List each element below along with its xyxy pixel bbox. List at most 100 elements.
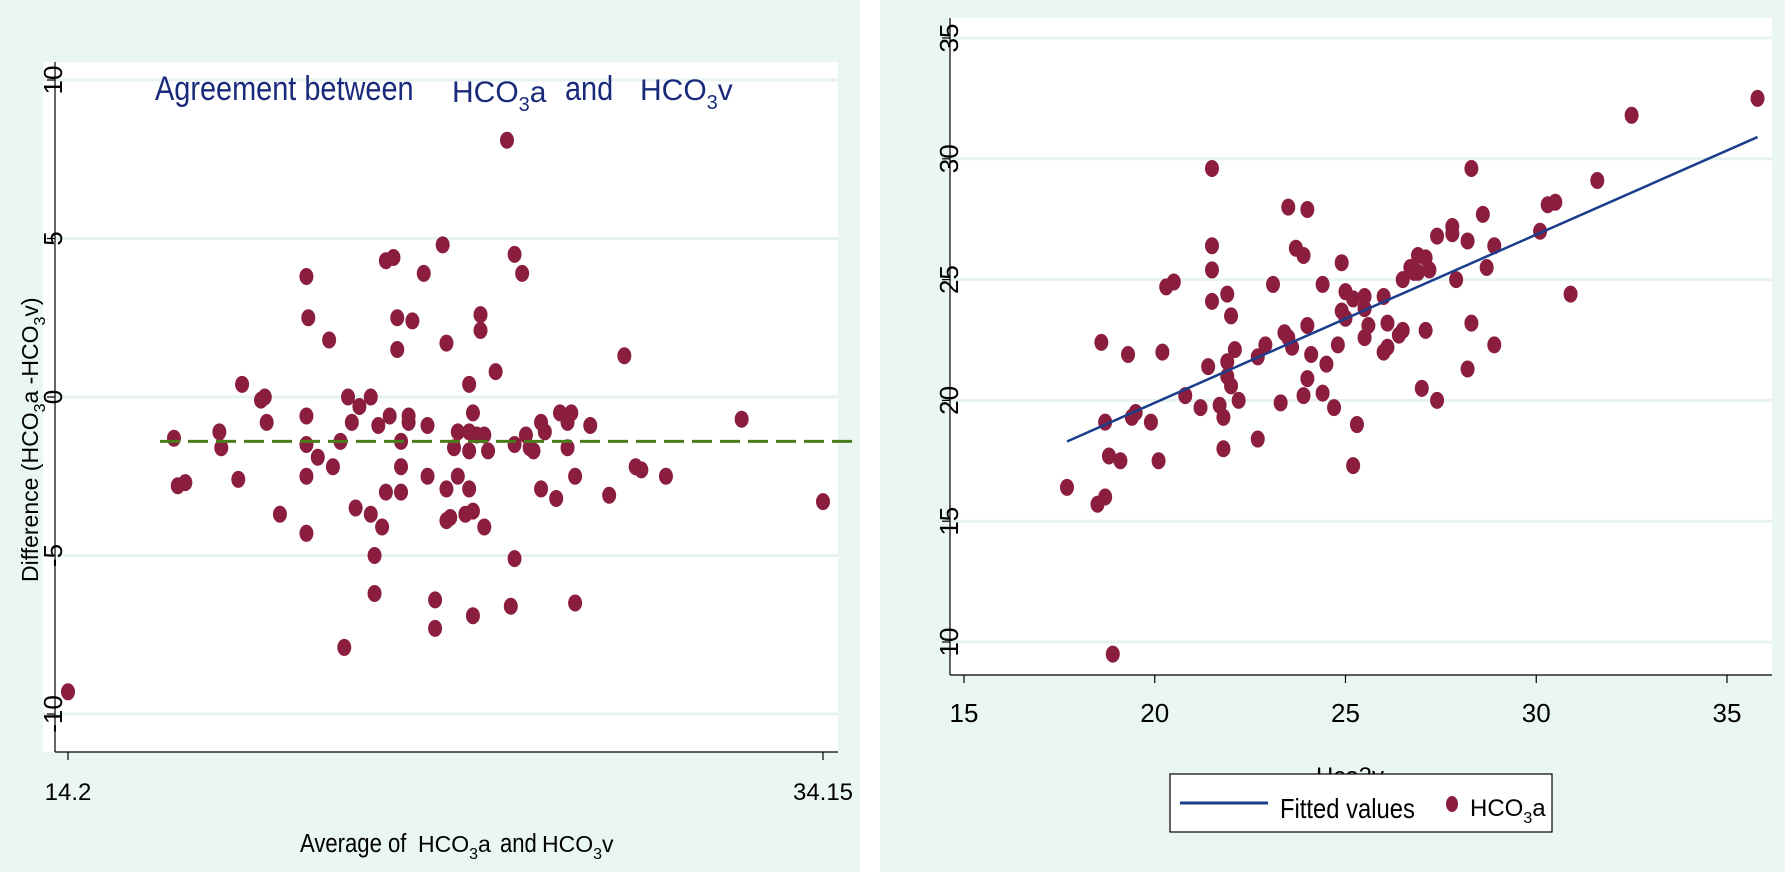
right-data-point <box>1357 288 1372 306</box>
right-data-point <box>1101 447 1116 465</box>
left-data-point <box>272 505 287 523</box>
right-x-tick-label: 15 <box>950 698 979 728</box>
title-prefix: Agreement between <box>155 69 414 108</box>
left-data-point <box>462 442 477 460</box>
svg-text:HCO3v: HCO3v <box>542 831 614 863</box>
title-var1-sub: 3 <box>519 94 530 116</box>
left-data-point <box>549 489 564 507</box>
left-x-tick-label: 34.15 <box>793 779 853 806</box>
left-data-point <box>382 407 397 425</box>
svg-text:Average of: Average of <box>300 829 407 858</box>
left-data-point <box>477 426 492 444</box>
svg-text:Difference (HCO3a -HCO3v): Difference (HCO3a -HCO3v) <box>17 297 49 582</box>
left-data-point <box>439 480 454 498</box>
right-data-point <box>1330 336 1345 354</box>
ylabel-prefix: Difference ( <box>17 463 43 582</box>
legend-hco3a-sub: 3 <box>1523 810 1532 827</box>
right-data-point <box>1266 275 1281 293</box>
right-data-point <box>1346 290 1361 308</box>
left-data-point <box>214 439 229 457</box>
ylabel-var1-sub: 3 <box>32 403 49 412</box>
title-var1-base: HCO <box>452 76 519 109</box>
right-data-point <box>1296 387 1311 405</box>
xlabel-var2-sub: 3 <box>593 846 602 863</box>
right-data-point <box>1300 201 1315 219</box>
right-data-point <box>1750 89 1765 107</box>
left-y-tick-label: -5 <box>38 544 68 567</box>
left-data-point <box>560 439 575 457</box>
left-data-point <box>428 591 443 609</box>
right-data-point <box>1204 159 1219 177</box>
left-data-point <box>526 442 541 460</box>
right-data-point <box>1204 292 1219 310</box>
right-x-tick-label: 25 <box>1331 698 1360 728</box>
left-y-tick-label: -10 <box>38 695 68 733</box>
right-data-point <box>1624 106 1639 124</box>
right-data-point <box>1060 478 1075 496</box>
right-data-point <box>1224 377 1239 395</box>
right-y-tick-label: 30 <box>934 144 964 173</box>
ylabel-var2-base: HCO <box>17 326 43 377</box>
right-x-tick-label: 35 <box>1713 698 1742 728</box>
left-data-point <box>337 638 352 656</box>
right-data-point <box>1464 159 1479 177</box>
legend-fitted-label: Fitted values <box>1280 792 1415 824</box>
legend-hco3a-suffix: a <box>1532 795 1546 822</box>
left-data-point <box>507 245 522 263</box>
right-data-point <box>1121 345 1136 363</box>
left-data-point <box>363 505 378 523</box>
left-data-point <box>212 423 227 441</box>
right-data-point <box>1346 457 1361 475</box>
right-data-point <box>1449 271 1464 289</box>
left-data-point <box>435 236 450 254</box>
left-data-point <box>235 375 250 393</box>
left-data-point <box>299 268 314 286</box>
right-axes <box>942 18 1772 683</box>
right-data-point <box>1563 285 1578 303</box>
left-data-point <box>443 508 458 526</box>
left-y-tick-label: 5 <box>38 231 68 245</box>
right-data-point <box>1204 261 1219 279</box>
title-var2-sub: 3 <box>707 92 718 114</box>
left-data-point <box>259 413 274 431</box>
right-y-tick-label: 10 <box>934 628 964 657</box>
title-var2-suffix: v <box>718 74 733 107</box>
left-data-point <box>371 417 386 435</box>
left-data-point <box>473 321 488 339</box>
left-data-point <box>390 340 405 358</box>
right-data-point <box>1201 358 1216 376</box>
left-data-point <box>257 388 272 406</box>
right-y-tick-label: 35 <box>934 24 964 53</box>
left-data-point <box>325 458 340 476</box>
left-data-point <box>299 467 314 485</box>
ylabel-var2-suffix: v <box>17 305 43 317</box>
left-data-point <box>299 524 314 542</box>
right-data-point <box>1193 399 1208 417</box>
left-data-point <box>488 363 503 381</box>
svg-text:HCO3a: HCO3a <box>452 76 547 116</box>
left-data-point <box>344 413 359 431</box>
right-data-point <box>1475 205 1490 223</box>
left-data-point <box>416 264 431 282</box>
right-data-point <box>1098 488 1113 506</box>
left-data-point <box>465 502 480 520</box>
right-y-tick-label: 20 <box>934 386 964 415</box>
left-data-point <box>499 131 514 149</box>
right-data-point <box>1204 237 1219 255</box>
right-data-point <box>1410 263 1425 281</box>
right-data-point <box>1418 321 1433 339</box>
right-data-point <box>1395 321 1410 339</box>
left-data-point <box>386 249 401 267</box>
right-data-point <box>1166 273 1181 291</box>
right-data-point <box>1380 338 1395 356</box>
right-data-point <box>1548 193 1563 211</box>
right-data-point <box>1220 353 1235 371</box>
xlabel-var1-base: HCO <box>418 831 469 857</box>
left-data-point <box>465 404 480 422</box>
right-x-tick-labels: 15 20 25 30 35 <box>950 698 1742 728</box>
right-data-point <box>1300 317 1315 335</box>
xlabel-prefix: Average of <box>300 829 407 858</box>
left-chart-title: Agreement between HCO3a and HCO3v <box>155 69 733 116</box>
left-data-point <box>390 309 405 327</box>
svg-text:Agreement between: Agreement between <box>155 69 414 108</box>
